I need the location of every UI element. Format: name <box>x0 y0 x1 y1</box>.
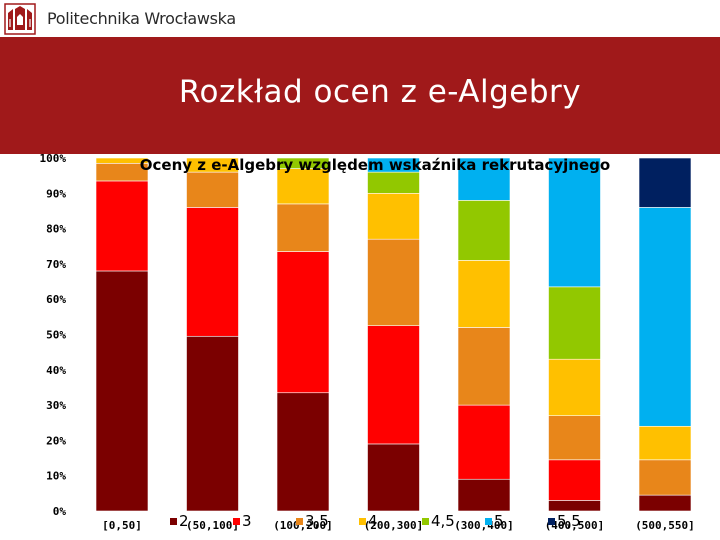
x-tick-label: (100,200] <box>273 519 333 532</box>
bar-segment <box>548 358 601 416</box>
legend-swatch <box>359 518 366 525</box>
bars-group <box>95 157 692 512</box>
x-tick-label: [0,50] <box>102 519 142 532</box>
bar-segment <box>548 459 601 501</box>
bar-segment <box>548 415 601 461</box>
bar-segment <box>457 404 511 480</box>
legend-label: 3,5 <box>305 512 329 530</box>
title-band <box>40 37 720 154</box>
bar-segment <box>95 180 149 272</box>
y-tick-label: 30% <box>46 399 66 412</box>
bar-segment <box>638 459 692 496</box>
bar-segment <box>186 207 239 337</box>
bar-segment <box>276 251 330 394</box>
bar-segment <box>276 203 330 252</box>
x-tick-label: (300,400] <box>454 519 514 532</box>
bar-segment <box>457 478 511 512</box>
bar-segment <box>367 325 420 445</box>
bar-segment <box>186 171 239 208</box>
y-tick-label: 40% <box>46 364 66 377</box>
bar-segment <box>186 157 239 173</box>
legend-label: 3 <box>242 512 252 530</box>
bar-segment <box>367 171 420 194</box>
legend-swatch <box>422 518 429 525</box>
y-tick-label: 80% <box>46 223 66 236</box>
bar-segment <box>186 335 239 512</box>
bar-segment <box>457 200 511 261</box>
bar-segment <box>367 238 420 326</box>
university-name: Politechnika Wrocławska <box>47 9 236 28</box>
legend-swatch <box>170 518 177 525</box>
bar-segment <box>95 157 149 164</box>
y-tick-label: 0% <box>53 505 67 518</box>
x-tick-label: (500,550] <box>635 519 695 532</box>
bar-segment <box>638 494 692 512</box>
legend: 2 3 3,5 4 4,5 5 5,5 <box>170 512 581 530</box>
bar-segment <box>548 500 601 512</box>
bar-segment <box>276 392 330 512</box>
university-logo-icon <box>4 3 36 35</box>
y-tick-label: 100% <box>40 154 67 165</box>
legend-label: 5 <box>494 512 504 530</box>
y-tick-label: 70% <box>46 258 66 271</box>
legend-swatch <box>548 518 555 525</box>
y-tick-label: 90% <box>46 187 66 200</box>
bar-segment <box>638 425 692 461</box>
bar-segment <box>367 157 420 173</box>
slide-title: Rozkład ocen z e-Algebry <box>178 74 582 110</box>
bar-segment <box>548 157 601 288</box>
bar-segment <box>457 327 511 406</box>
chart-title: Oceny z e-Algebry względem wskaźnika rek… <box>140 156 610 174</box>
chart-area: 0% 10% 20% 30% 40% 50% 60% 70% 80% 90% 100% [0,50]… <box>0 154 720 540</box>
header-bar: Politechnika Wrocławska <box>0 0 720 37</box>
bar-segment <box>95 270 149 512</box>
stacked-bar-chart: 0% 10% 20% 30% 40% 50% 60% 70% 80% 90% 100% [0,50]… <box>40 154 695 532</box>
y-axis: 0% 10% 20% 30% 40% 50% 60% 70% 80% 90% 100% <box>40 154 67 518</box>
legend-label: 5,5 <box>557 512 581 530</box>
bar-segment <box>276 157 330 169</box>
bar-segment <box>367 192 420 240</box>
legend-swatch <box>485 518 492 525</box>
y-tick-label: 10% <box>46 470 66 483</box>
legend-swatch <box>233 518 240 525</box>
legend-label: 4 <box>368 512 378 530</box>
bar-segment <box>638 207 692 427</box>
bar-segment <box>457 260 511 328</box>
legend-label: 4,5 <box>431 512 455 530</box>
x-tick-label: (50,100] <box>186 519 239 532</box>
y-tick-label: 60% <box>46 293 66 306</box>
y-tick-label: 50% <box>46 329 66 342</box>
bar-segment <box>638 157 692 208</box>
bar-segment <box>548 286 601 360</box>
bar-segment <box>457 157 511 201</box>
x-tick-label: (200,300] <box>364 519 424 532</box>
bar-segment <box>367 443 420 512</box>
x-tick-label: (400,500] <box>545 519 605 532</box>
legend-swatch <box>296 518 303 525</box>
y-tick-label: 20% <box>46 434 66 447</box>
x-axis: [0,50] (50,100] (100,200] (200,300] (300,400… <box>102 519 695 532</box>
legend-label: 2 <box>179 512 189 530</box>
